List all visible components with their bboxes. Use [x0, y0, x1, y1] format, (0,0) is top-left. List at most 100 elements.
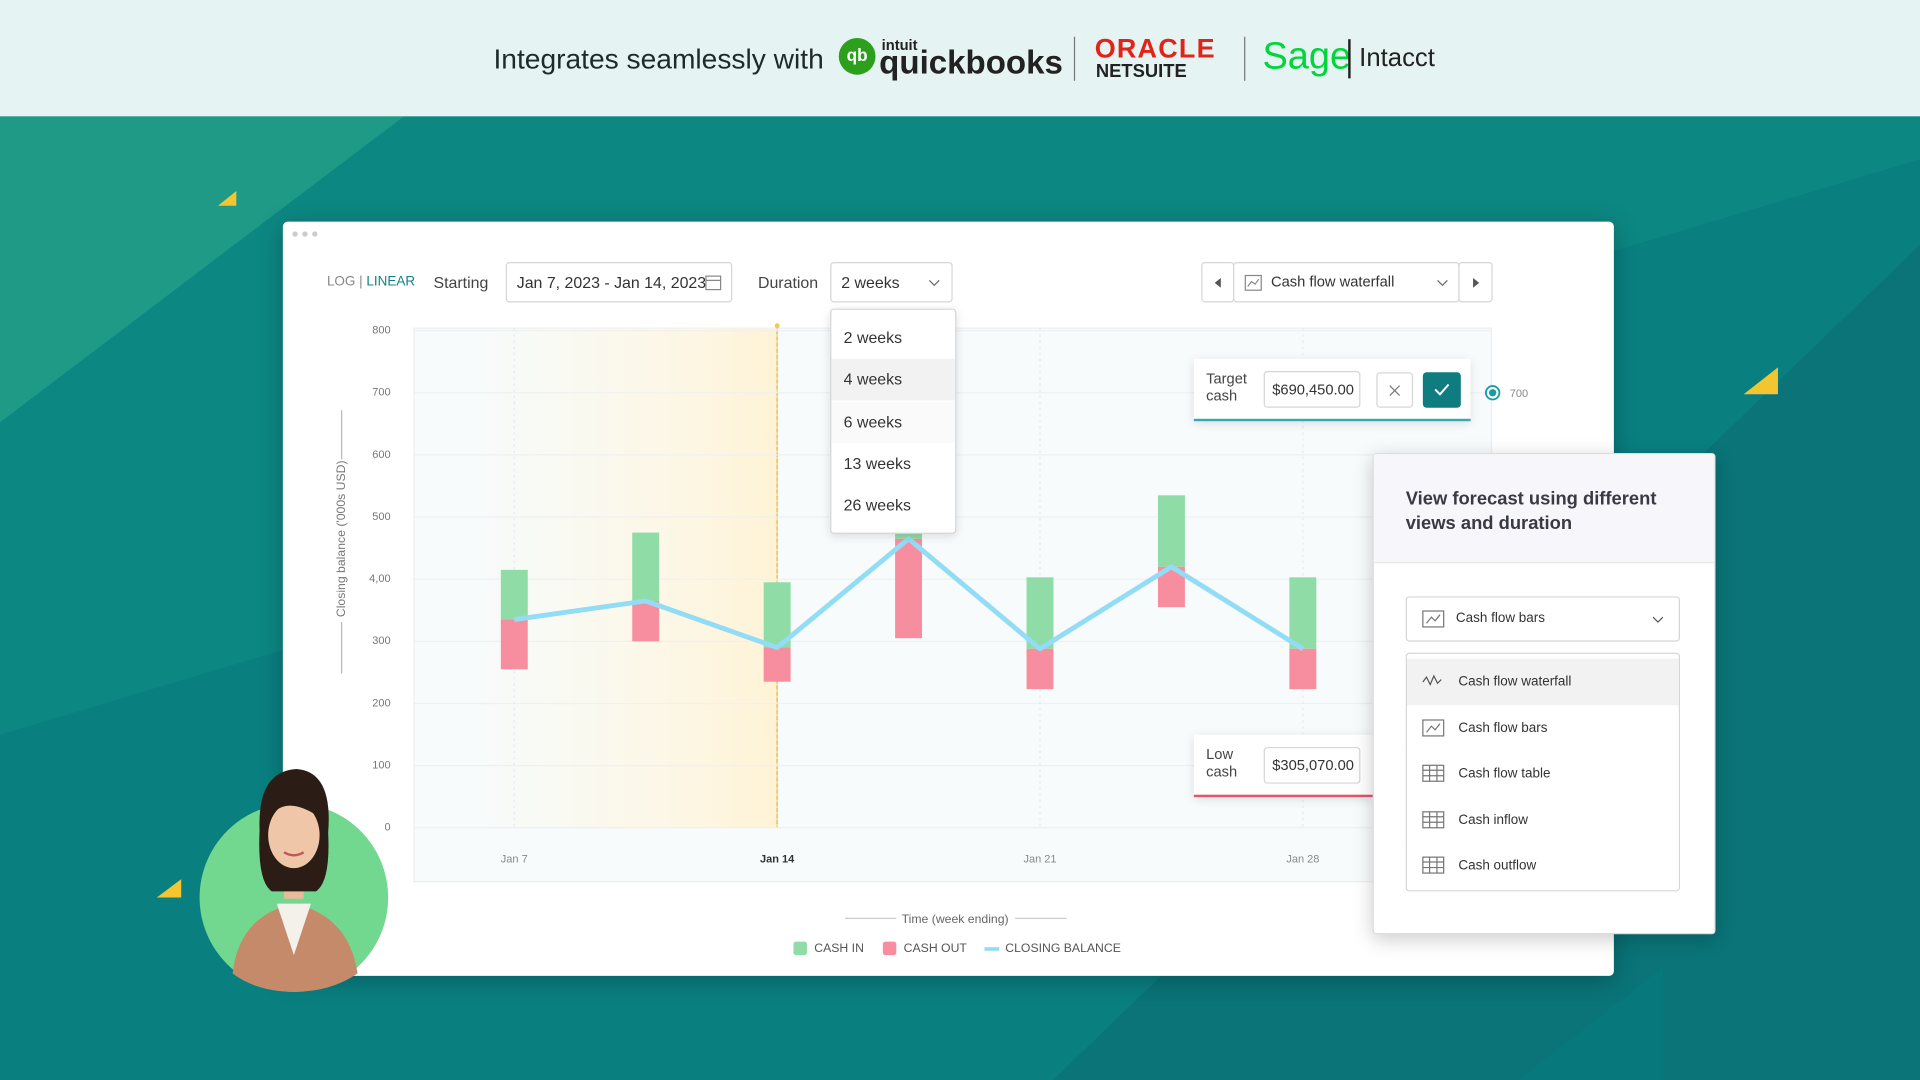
y-tick-label: 200 [372, 697, 390, 709]
x-tick-label: Jan 14 [760, 853, 795, 865]
prev-button[interactable] [1201, 262, 1235, 303]
option-icon [1422, 856, 1445, 874]
view-option[interactable]: Cash flow bars [1406, 704, 1679, 752]
oracle-text: ORACLE [1094, 33, 1216, 64]
duration-select[interactable]: 2 weeks [830, 262, 953, 303]
y-tick-label: 500 [372, 511, 390, 523]
low-cash-label: Low cash [1206, 745, 1238, 780]
view-value: Cash flow waterfall [1271, 273, 1395, 291]
option-icon [1422, 674, 1442, 686]
scale-linear[interactable]: LINEAR [366, 274, 416, 289]
option-label: Cash inflow [1458, 812, 1528, 828]
chevron [928, 279, 940, 287]
cash-in-bar [1026, 577, 1054, 649]
target-cash-label: Target cash [1206, 369, 1247, 405]
duration-value: 2 weeks [841, 273, 900, 292]
legend-label: CASH OUT [904, 941, 968, 955]
intacct-text: Intacct [1359, 44, 1435, 73]
cash-in-bar [763, 582, 791, 648]
duration-option[interactable]: 2 weeks [831, 317, 956, 359]
duration-option[interactable]: 6 weeks [831, 401, 956, 443]
date-picker[interactable]: Jan 7, 2023 - Jan 14, 2023 [505, 262, 733, 303]
svg-text:qb: qb [847, 45, 868, 65]
option-label: Cash flow bars [1458, 720, 1548, 736]
panel-options: Cash flow waterfall Cash flow bars Cash fl… [1405, 652, 1680, 892]
option-icon [1422, 718, 1445, 736]
next-icon [1473, 277, 1480, 288]
target-cash-input[interactable]: $690,450.00 [1263, 371, 1361, 408]
view-icon [1244, 274, 1262, 291]
chevron [1437, 279, 1448, 287]
duration-label: Duration [757, 273, 819, 292]
cancel-button[interactable] [1376, 372, 1414, 408]
calendar-icon [705, 275, 722, 291]
view-option[interactable]: Cash flow waterfall [1406, 658, 1679, 706]
next-button[interactable] [1458, 262, 1493, 303]
check-icon [1434, 383, 1450, 396]
closing-balance-line [513, 536, 1305, 652]
legend-swatch [882, 941, 897, 956]
date-range: Jan 7, 2023 - Jan 14, 2023 [516, 273, 707, 292]
view-option[interactable]: Cash flow table [1406, 750, 1679, 798]
duration-option[interactable]: 26 weeks [831, 485, 956, 527]
option-icon [1422, 810, 1445, 828]
target-label: 700 [1510, 388, 1528, 400]
cash-out-bar [500, 619, 528, 670]
view-select[interactable]: Cash flow waterfall [1233, 262, 1460, 303]
banner-text: Integrates seamlessly with [493, 42, 824, 75]
y-tick-label: 800 [372, 325, 390, 337]
target-cash-box: Target cash $690,450.00 [1193, 358, 1471, 422]
view-option[interactable]: Cash outflow [1406, 842, 1679, 889]
y-tick-label: 0 [384, 822, 390, 834]
duration-option[interactable]: 4 weeks [831, 359, 956, 401]
view-option[interactable]: Cash inflow [1406, 796, 1679, 844]
cash-in-bar [1289, 577, 1317, 649]
cash-out-bar [1289, 648, 1317, 690]
intuit-text: intuit [881, 36, 918, 54]
cash-out-bar [1026, 648, 1054, 690]
cash-in-bar [500, 569, 528, 620]
separator [1348, 39, 1351, 79]
scale-toggle[interactable]: LOG | LINEAR [326, 274, 416, 289]
panel-select[interactable]: Cash flow bars [1405, 596, 1680, 642]
chevron [1652, 616, 1664, 623]
legend-label: CASH IN [814, 941, 864, 955]
duration-option[interactable]: 13 weeks [831, 443, 956, 485]
option-label: Cash outflow [1458, 858, 1537, 874]
scale-log[interactable]: LOG [326, 274, 356, 289]
avatar [199, 768, 389, 992]
low-cash-box: Low cash $305,070.00 [1193, 734, 1378, 798]
x-tick-label: Jan 28 [1286, 853, 1319, 865]
option-label: Cash flow waterfall [1458, 674, 1572, 690]
confirm-button[interactable] [1422, 372, 1461, 408]
cash-in-bar [1157, 495, 1185, 567]
panel-selected: Cash flow bars [1455, 611, 1546, 626]
bars-icon [1422, 610, 1445, 628]
y-tick-label: 100 [372, 760, 390, 772]
prev-icon [1214, 277, 1221, 288]
legend-swatch [793, 941, 807, 956]
views-panel: View forecast using different views and … [1372, 453, 1716, 935]
separator [1073, 36, 1076, 81]
cash-in-bar [632, 532, 660, 601]
x-tick-label: Jan 7 [501, 853, 528, 865]
cash-out-bar [895, 538, 923, 639]
target-marker-dot [1488, 389, 1497, 397]
panel-title: View forecast using different views and … [1405, 488, 1657, 534]
x-icon [1389, 385, 1401, 396]
selected-dot [774, 323, 780, 329]
duration-menu: 2 weeks 4 weeks 6 weeks 13 weeks 26 weeks [830, 308, 957, 534]
option-icon [1422, 764, 1445, 782]
y-tick-label: 700 [372, 387, 390, 399]
panel-header [1373, 454, 1715, 564]
netsuite-text: NETSUITE [1095, 61, 1187, 83]
low-cash-input[interactable]: $305,070.00 [1263, 746, 1361, 784]
cash-out-bar [763, 647, 791, 682]
cash-out-bar [632, 600, 660, 642]
separator [1244, 36, 1246, 81]
option-label: Cash flow table [1458, 766, 1551, 782]
legend-label: CLOSING BALANCE [1005, 941, 1121, 955]
y-tick-label: 300 [372, 635, 390, 647]
